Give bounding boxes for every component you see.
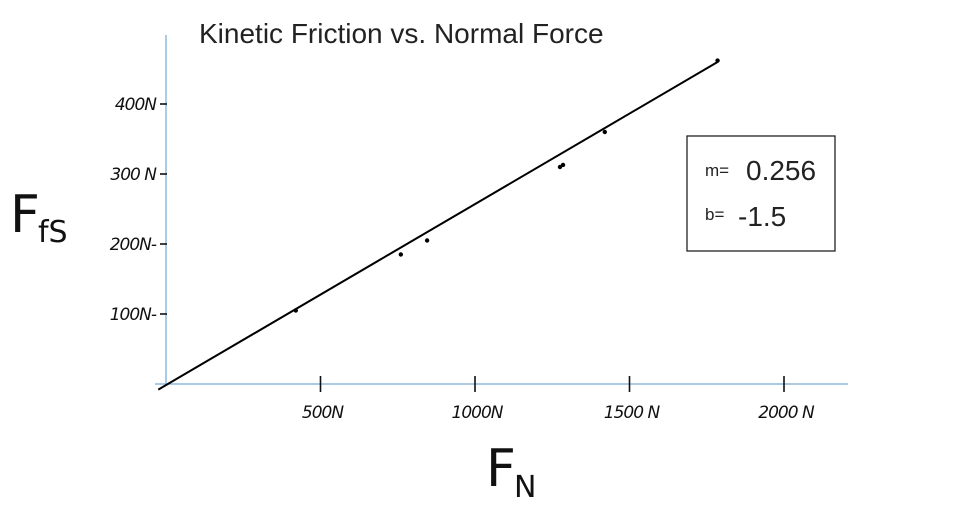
- data-point: [557, 164, 563, 170]
- y-tick-label: 400N: [115, 95, 157, 115]
- fit-line: [157, 61, 719, 391]
- data-points: [293, 58, 720, 313]
- data-point: [602, 129, 607, 135]
- fit-line-group: [157, 61, 719, 391]
- y-axis-label: F fS: [10, 185, 68, 250]
- data-point: [424, 238, 430, 243]
- fit-box-border: [686, 135, 836, 252]
- x-axis-label: F N: [486, 439, 536, 505]
- data-point: [560, 162, 566, 168]
- y-tick-label: 300 N: [110, 165, 157, 185]
- y-axis-label-main: F: [10, 185, 40, 245]
- x-tick-label: 1000N: [452, 403, 504, 423]
- y-axis-label-sub: fS: [38, 215, 68, 250]
- intercept-label: b=: [705, 205, 724, 224]
- x-tick-label: 500N: [302, 403, 344, 423]
- x-axis-label-main: F: [486, 439, 516, 499]
- x-tick-label: 1500 N: [604, 403, 661, 423]
- chart-title: Kinetic Friction vs. Normal Force: [199, 18, 604, 49]
- x-tick-label: 2000 N: [758, 403, 815, 423]
- y-ticks: 100N- 200N- 300 N 400N: [110, 95, 167, 325]
- data-point: [293, 308, 298, 313]
- data-point: [398, 252, 404, 257]
- slope-label: m=: [705, 161, 729, 180]
- y-tick-label: 200N-: [110, 235, 157, 255]
- x-ticks: 500N 1000N 1500 N 2000 N: [302, 376, 816, 423]
- slope-value: 0.256: [746, 155, 816, 186]
- x-axis-label-sub: N: [514, 470, 536, 505]
- data-point: [715, 58, 720, 63]
- y-tick-label: 100N-: [110, 305, 157, 325]
- intercept-value: -1.5: [738, 201, 786, 232]
- fit-parameters-box: m= 0.256 b= -1.5: [686, 135, 836, 252]
